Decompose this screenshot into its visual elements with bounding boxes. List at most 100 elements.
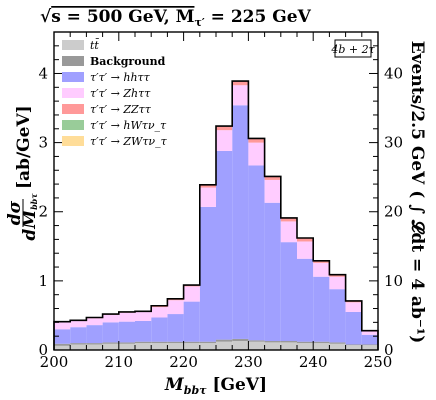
bar-2-0 — [54, 329, 71, 344]
bar-1-17 — [329, 342, 346, 344]
bar-0-0 — [54, 345, 71, 350]
legend-label: Background — [90, 55, 166, 68]
legend-swatch — [62, 40, 84, 50]
bar-0-1 — [70, 344, 87, 350]
bar-1-13 — [264, 341, 281, 343]
bar-1-4 — [118, 342, 135, 344]
bar-2-1 — [70, 327, 87, 344]
y-left-tick-label: 2 — [38, 203, 48, 221]
y-left-tick-label: 0 — [38, 341, 48, 359]
bar-3-5 — [135, 311, 152, 321]
x-tick-label: 210 — [104, 353, 133, 371]
bar-0-18 — [345, 345, 362, 350]
legend-swatch — [62, 104, 84, 114]
legend-swatch — [62, 72, 84, 82]
y-left-label-unit: [ab/GeV] — [14, 105, 34, 189]
legend-label: τ′τ′ → hWτν_τ — [90, 119, 167, 132]
bar-1-8 — [183, 341, 200, 344]
bar-3-15 — [297, 241, 314, 259]
bar-1-2 — [86, 343, 103, 345]
bar-3-4 — [118, 312, 135, 322]
title-s-label: s = 500 GeV, M — [51, 7, 194, 27]
bar-2-10 — [216, 150, 233, 340]
x-tick-label: 230 — [234, 353, 263, 371]
bar-1-12 — [248, 340, 265, 342]
bar-3-16 — [313, 262, 330, 277]
x-axis-label-unit: [GeV] — [207, 375, 268, 395]
bar-2-6 — [151, 317, 168, 342]
bar-3-11 — [232, 85, 249, 106]
bar-0-4 — [118, 343, 135, 350]
bar-2-17 — [329, 289, 346, 343]
bar-3-3 — [102, 314, 119, 323]
bar-0-8 — [183, 343, 200, 350]
bar-3-8 — [183, 286, 200, 302]
bar-1-3 — [102, 342, 119, 344]
bar-1-15 — [297, 341, 314, 344]
channel-annotation: 4b + 2τ — [330, 39, 376, 58]
y-left-axis-label: dσ dMbbτ [ab/GeV] — [5, 105, 40, 240]
chart-title: √s = 500 GeV, Mτ′ = 225 GeV — [40, 7, 312, 29]
bar-0-12 — [248, 341, 265, 350]
x-axis-label-sub: bbτ — [184, 384, 207, 397]
y-left-tick-label: 3 — [38, 134, 48, 152]
bar-2-8 — [183, 301, 200, 342]
y-left-axis-ticks: 0 1 2 3 4 — [38, 31, 63, 359]
bar-4-12 — [248, 138, 265, 143]
bar-2-12 — [248, 165, 265, 341]
legend-swatch — [62, 136, 84, 146]
legend-label: τ′τ′ → ZZττ — [90, 103, 152, 116]
bar-0-7 — [167, 343, 184, 350]
legend-swatch — [62, 120, 84, 130]
y-right-tick-label: 30 — [384, 134, 403, 152]
bar-2-18 — [345, 311, 362, 345]
title-subscript: τ′ — [194, 16, 204, 29]
legend-label: τ′τ′ → ZWτν_τ — [90, 135, 168, 148]
bar-0-10 — [216, 341, 233, 350]
bar-4-17 — [329, 274, 346, 277]
bar-2-5 — [135, 320, 152, 342]
bar-0-9 — [199, 343, 216, 350]
x-tick-label: 250 — [364, 353, 393, 371]
legend-label: tt̄ — [90, 39, 100, 52]
bar-3-12 — [248, 142, 265, 166]
y-right-axis-label: Events/2.5 GeV ( ∫ 𝓛dt = 4 ab⁻¹) — [407, 41, 427, 344]
x-tick-label: 200 — [40, 353, 69, 371]
bar-1-10 — [216, 339, 233, 342]
bar-4-9 — [199, 184, 216, 188]
bar-0-13 — [264, 342, 281, 350]
bar-4-10 — [216, 126, 233, 131]
annotation-text: 4b + 2τ — [330, 43, 375, 56]
bar-3-14 — [280, 221, 297, 243]
bar-3-0 — [54, 322, 71, 330]
bar-2-13 — [264, 202, 281, 342]
bar-1-7 — [167, 341, 184, 344]
y-left-label-num: dσ — [5, 200, 25, 225]
bar-0-3 — [102, 343, 119, 350]
bar-2-15 — [297, 258, 314, 342]
bar-0-16 — [313, 343, 330, 350]
bar-3-2 — [86, 318, 103, 326]
bar-1-14 — [280, 341, 297, 343]
bar-4-14 — [280, 217, 297, 222]
legend-swatch — [62, 56, 84, 66]
title-rest: = 225 GeV — [205, 7, 312, 27]
y-right-tick-label: 20 — [384, 203, 403, 221]
bar-1-1 — [70, 343, 87, 345]
x-axis-ticks: 200 210 220 230 240 250 — [40, 32, 393, 371]
bar-3-1 — [70, 320, 87, 328]
legend-label: τ′τ′ → Zhττ — [90, 87, 151, 100]
bar-2-3 — [102, 322, 119, 343]
y-left-label-den-sub: bbτ — [29, 193, 39, 210]
x-tick-label: 220 — [169, 353, 198, 371]
bar-0-14 — [280, 342, 297, 350]
bar-1-18 — [345, 344, 362, 346]
bar-4-16 — [313, 260, 330, 263]
bar-0-19 — [361, 345, 378, 350]
bar-1-9 — [199, 341, 216, 344]
bar-2-11 — [232, 105, 249, 339]
bar-2-14 — [280, 242, 297, 342]
bar-3-9 — [199, 187, 216, 207]
y-right-axis-ticks: 0 10 20 30 40 — [369, 31, 403, 359]
